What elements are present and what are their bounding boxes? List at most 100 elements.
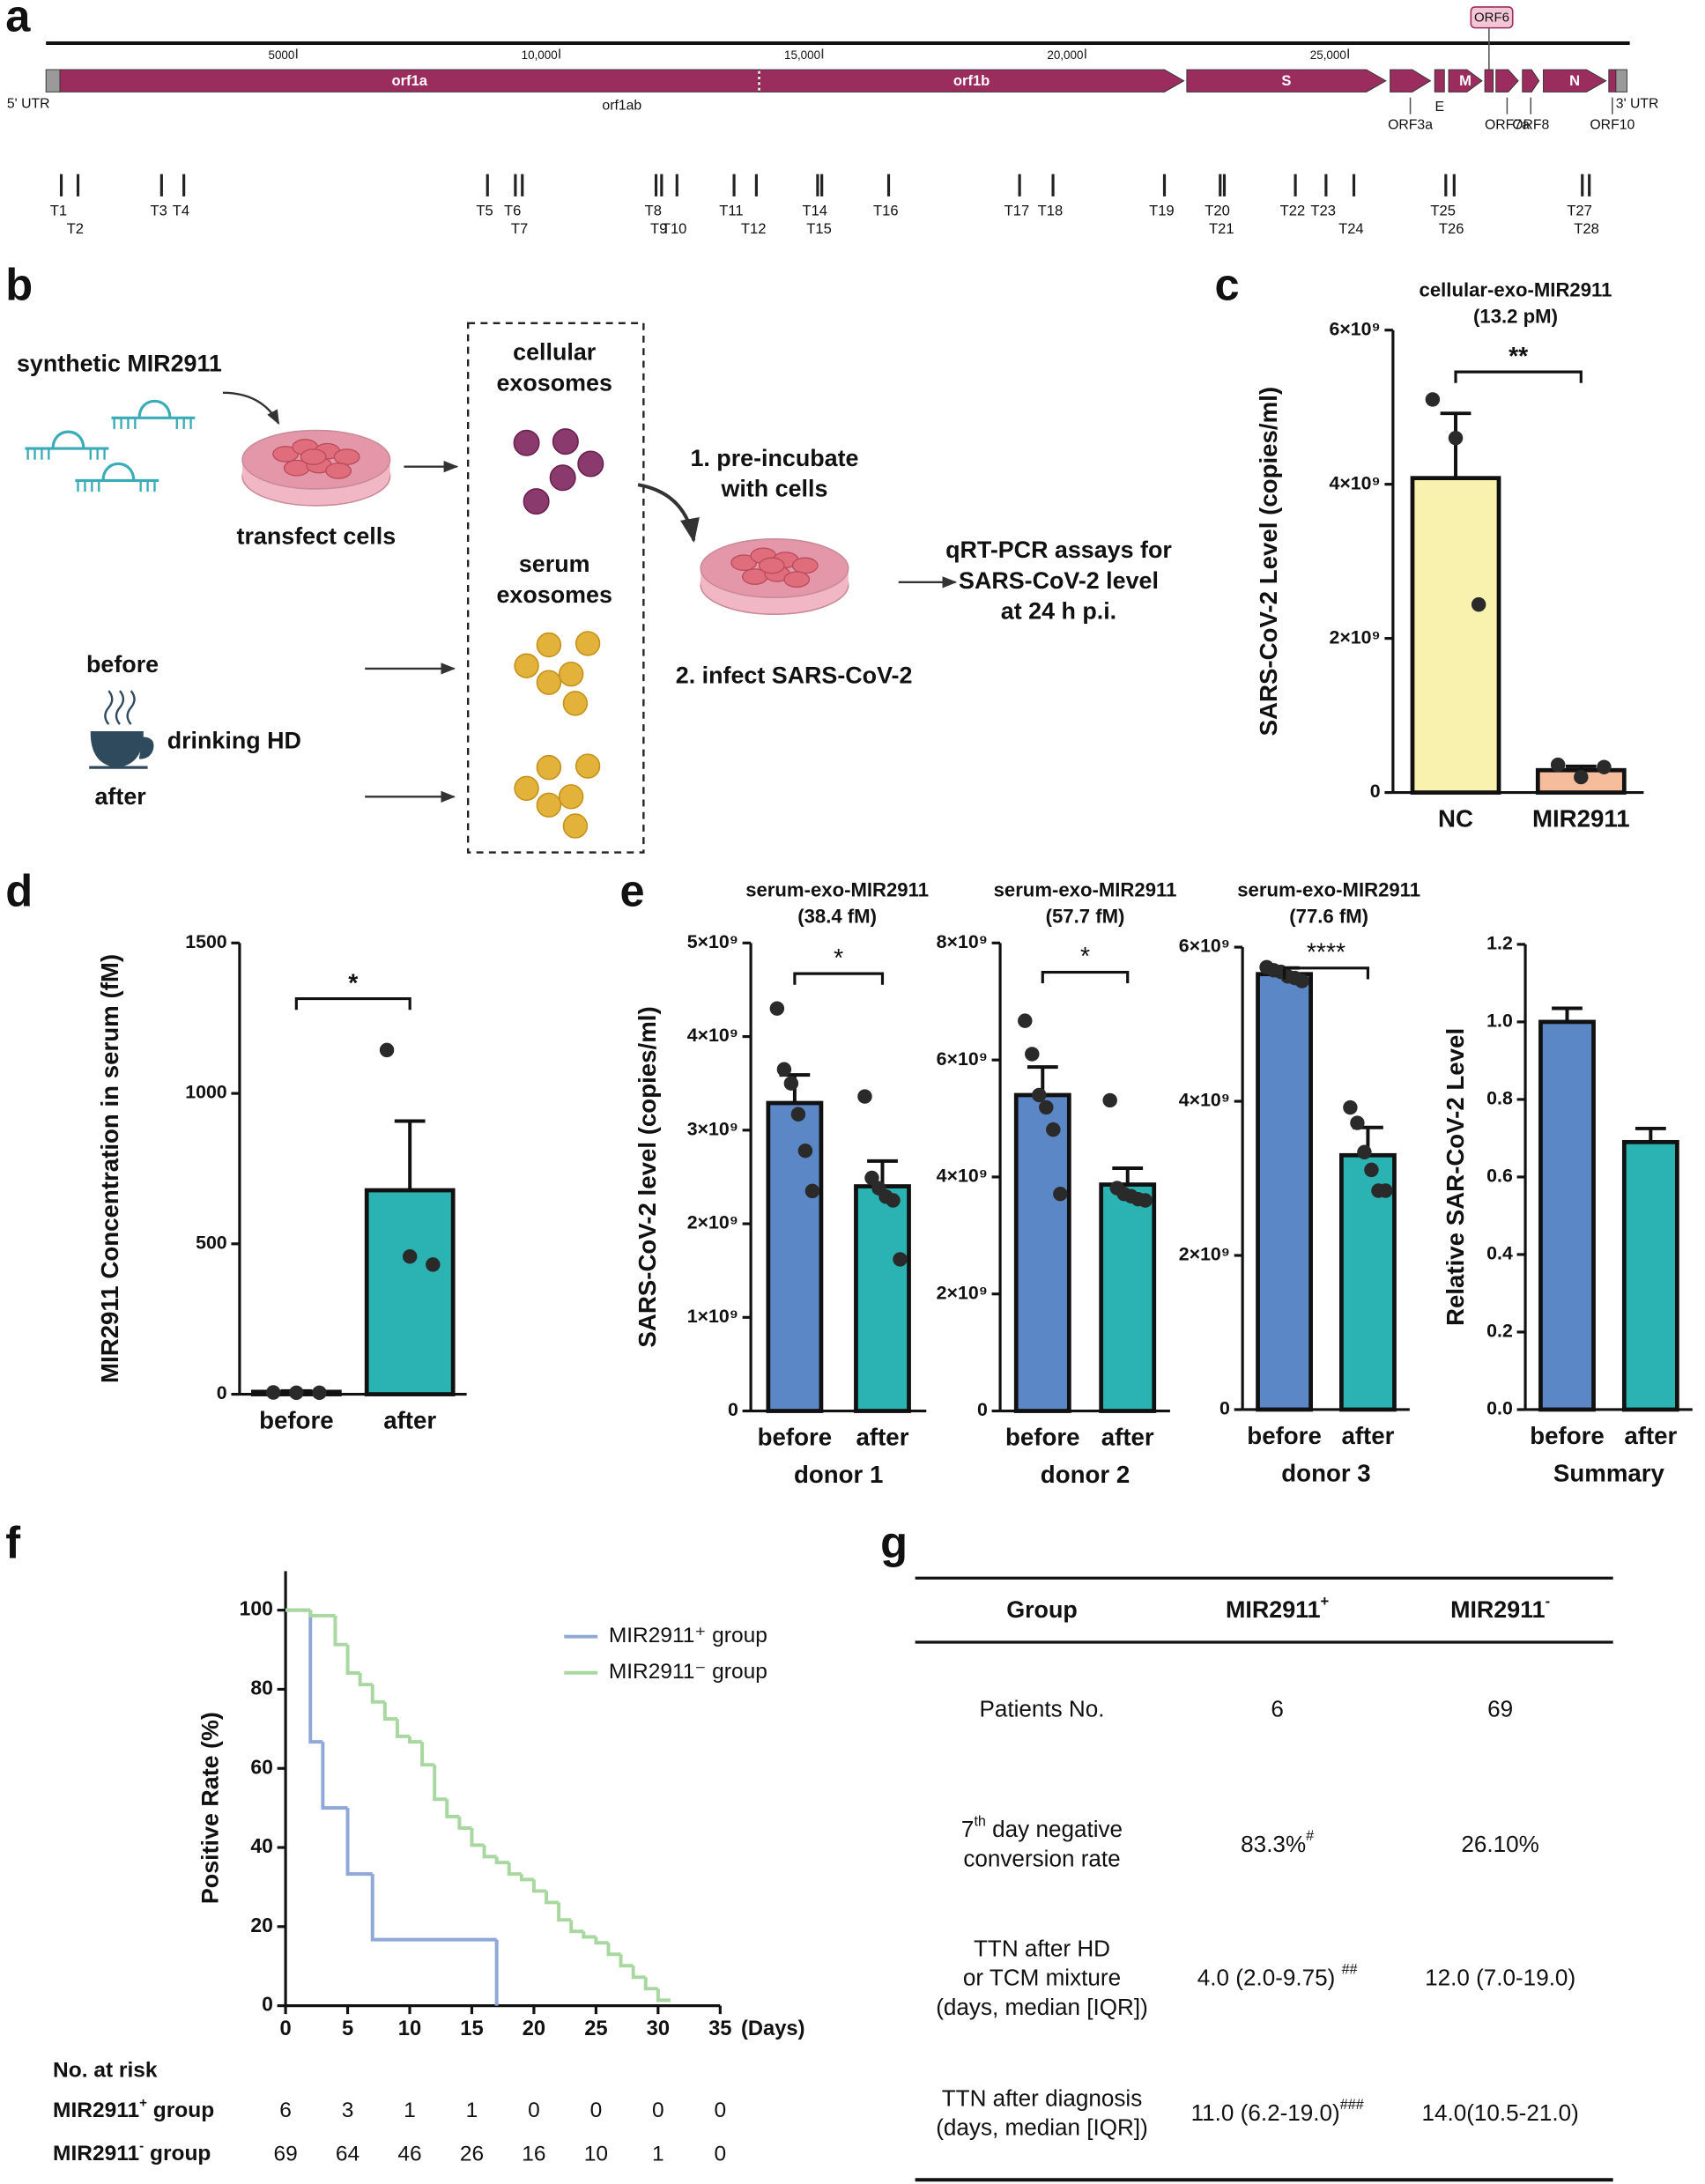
serum-exosome — [558, 661, 584, 687]
cellular-exosome — [513, 429, 540, 456]
text-run: 14.0(10.5-21.0) — [1421, 2099, 1578, 2126]
text-run: Patients No. — [979, 1695, 1104, 1721]
target-label: T21 — [1209, 220, 1234, 237]
target-label: T12 — [741, 220, 767, 237]
cellular-exosome — [523, 488, 550, 515]
schematic-label: SARS-CoV-2 level — [959, 567, 1159, 594]
y-axis-label: SARS-CoV-2 level (copies/ml) — [634, 1006, 661, 1347]
data-point — [1294, 974, 1309, 988]
genome-tick-label: 5000 — [268, 48, 294, 62]
text-run: or TCM mixture — [963, 1964, 1121, 1990]
gene — [59, 69, 760, 93]
table-cell: TTN after HD — [974, 1935, 1110, 1961]
survival-step — [382, 1701, 397, 1721]
table-cell: 6 — [1271, 1695, 1284, 1721]
target-label: T2 — [67, 220, 84, 237]
survival-step — [507, 1862, 522, 1877]
text-run: group — [147, 2099, 214, 2122]
data-point — [289, 1385, 304, 1401]
x-axis-label: donor 2 — [1041, 1461, 1130, 1488]
risk-count: 64 — [336, 2142, 360, 2165]
bar — [1099, 1182, 1157, 1413]
schematic-label: at 24 h p.i. — [1001, 598, 1116, 625]
schematic-label: synthetic MIR2911 — [17, 350, 222, 376]
y-tick-label: 6×10⁹ — [1179, 936, 1230, 957]
chart-title: serum-exo-MIR2911 — [1237, 879, 1420, 901]
rna-strand — [111, 399, 196, 419]
data-point — [402, 1248, 418, 1264]
target-label: T5 — [476, 203, 493, 219]
y-tick-label: 0 — [728, 1399, 738, 1420]
target-label: T24 — [1338, 220, 1364, 237]
survival-step — [433, 1765, 448, 1802]
risk-count: 1 — [466, 2099, 478, 2122]
superscript: - — [1546, 1593, 1551, 1610]
text-run: Group — [1006, 1596, 1078, 1623]
target-label: T3 — [151, 203, 167, 219]
x-axis-label: Summary — [1553, 1460, 1665, 1487]
data-point — [1032, 1087, 1047, 1103]
survival-step — [569, 1920, 584, 1934]
risk-count: 1 — [404, 2099, 416, 2122]
data-point — [1471, 596, 1486, 612]
schematic-label: cellular — [513, 339, 597, 366]
target-label: T18 — [1038, 203, 1064, 219]
panel-letter: f — [5, 1517, 20, 1567]
significance-bracket — [294, 996, 411, 1011]
table-cell: 83.3%# — [1241, 1828, 1314, 1857]
chart-subtitle: (57.7 fM) — [1046, 906, 1125, 928]
table-cell: (days, median [IQR]) — [936, 2114, 1148, 2140]
survival-step — [420, 1742, 435, 1767]
table-cell: 7th day negative — [961, 1814, 1123, 1843]
schematic-label: after — [95, 783, 147, 810]
survival-step — [370, 1684, 385, 1704]
survival-step — [395, 1719, 411, 1738]
serum-exosome — [562, 691, 589, 716]
superscript: # — [1306, 1828, 1314, 1844]
x-tick-label: 20 — [523, 2017, 545, 2040]
table-cell: 26.10% — [1461, 1831, 1538, 1857]
serum-exosome — [575, 631, 601, 656]
serum-exosome — [562, 813, 589, 839]
panel-letter: e — [619, 865, 644, 915]
data-point — [265, 1385, 281, 1400]
risk-count: 26 — [460, 2142, 484, 2165]
significance-label: ** — [1509, 343, 1529, 371]
data-point — [426, 1257, 441, 1272]
superscript: ## — [1342, 1962, 1358, 1978]
target-label: T4 — [173, 203, 189, 219]
gene-label: ORF6 — [1474, 11, 1509, 26]
risk-count: 69 — [273, 2142, 297, 2165]
y-axis-label: Positive Rate (%) — [196, 1712, 223, 1904]
cellular-exosome — [549, 464, 576, 492]
text-run: 11.0 (6.2-19.0) — [1191, 2099, 1340, 2126]
rna-strand — [75, 462, 159, 483]
y-tick-label: 4×10⁹ — [687, 1025, 738, 1046]
cell — [791, 557, 819, 574]
risk-count: 1 — [652, 2142, 664, 2165]
y-tick-label: 4×10⁹ — [1179, 1090, 1230, 1111]
chart-subtitle: (38.4 fM) — [797, 906, 877, 928]
y-tick-label: 20 — [250, 1914, 272, 1936]
y-axis-label: Relative SAR-CoV-2 Level — [1442, 1028, 1469, 1326]
superscript: + — [1321, 1593, 1330, 1610]
chart-title: serum-exo-MIR2911 — [745, 879, 929, 901]
target-label: T14 — [802, 203, 827, 219]
y-tick-label: 3×10⁹ — [687, 1118, 738, 1139]
gene-label: ORF7a — [1485, 117, 1530, 132]
data-point — [1574, 769, 1589, 785]
bar — [364, 1188, 456, 1396]
gene — [1615, 69, 1627, 93]
cellular-exosome — [577, 450, 604, 478]
bar — [766, 1100, 824, 1413]
y-tick-label: 0 — [977, 1399, 988, 1420]
target-label: T8 — [645, 203, 662, 219]
x-tick-label: NC — [1438, 805, 1473, 833]
target-label: T28 — [1574, 220, 1599, 237]
chart-title: serum-exo-MIR2911 — [994, 879, 1177, 901]
risk-count: 0 — [714, 2099, 726, 2122]
genome-tick-label: 10,000 — [522, 48, 558, 62]
y-tick-label: 40 — [250, 1834, 272, 1857]
gene-label: orf1b — [953, 72, 990, 89]
table-cell: or TCM mixture — [963, 1964, 1121, 1990]
